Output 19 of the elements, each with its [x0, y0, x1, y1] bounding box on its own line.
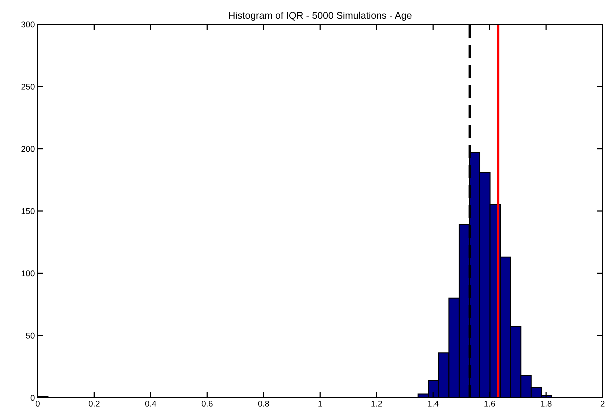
x-tick-label: 0.4 — [145, 400, 156, 407]
y-tick-label: 300 — [22, 22, 35, 28]
y-tick-label: 100 — [22, 270, 35, 277]
y-tick-label: 250 — [22, 84, 35, 90]
x-tick-label: 0.6 — [202, 400, 213, 407]
y-tick-label: 200 — [22, 146, 35, 152]
x-tick-label: 0.8 — [258, 400, 270, 407]
x-tick-label: 0 — [36, 400, 40, 407]
y-tick-label: 150 — [22, 208, 35, 214]
chart-title: Histogram of IQR - 5000 Simulations - Age — [229, 12, 412, 21]
y-tick-label: 0 — [30, 395, 35, 402]
x-tick-label: 0.2 — [88, 400, 100, 407]
x-tick-label: 2 — [600, 400, 605, 407]
x-tick-label: 1.6 — [484, 400, 496, 407]
x-tick-label: 1 — [318, 401, 322, 407]
x-tick-label: 1.2 — [372, 400, 382, 407]
x-tick-label: 1.8 — [541, 400, 552, 407]
x-tick-label: 1.4 — [428, 401, 439, 407]
y-tick-label: 50 — [26, 332, 35, 339]
